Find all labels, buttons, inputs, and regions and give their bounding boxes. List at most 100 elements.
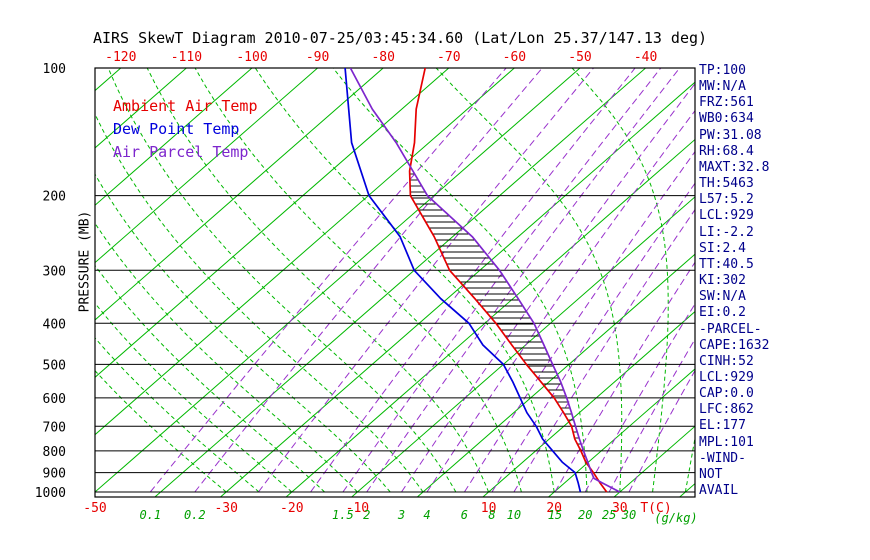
mixing-ratio-line [194,68,543,493]
pressure-tick-label: 200 [43,190,66,205]
isotherm-line [220,81,695,497]
top-temp-tick-label: -40 [634,50,657,65]
isotherm-line [95,68,581,493]
moist-adiabat-line [95,173,391,493]
mixing-ratio-line [426,109,695,493]
mixing-ratio-tick-label: 4 [423,508,430,522]
moist-adiabat-line [684,435,695,493]
isotherm-line [95,68,384,321]
pressure-tick-label: 500 [43,358,66,373]
mixing-unit-label: (g/kg) [654,511,697,525]
pressure-tick-label: 600 [43,392,66,407]
mixing-ratio-line [628,369,695,493]
moist-adiabat-line [95,112,424,493]
panel-metric: FRZ:561 [699,95,754,111]
moist-adiabat-line [435,68,623,493]
panel-metric: TH:5463 [699,176,754,192]
mixing-ratio-line [401,82,695,493]
isotherm-line [154,68,646,497]
moist-adiabat-line [254,68,555,493]
panel-metric: LCL:929 [699,208,754,224]
panel-metric: SI:2.4 [699,240,746,256]
panel-metric: LCL:929 [699,369,754,385]
panel-metric: -WIND- [699,450,746,466]
bottom-temp-tick-label: -50 [83,501,106,516]
moist-adiabat-line [571,68,669,493]
isotherm-line [351,196,695,497]
panel-metric: EI:0.2 [699,305,746,321]
legend-ambient-air-temp: Ambient Air Temp [113,97,258,115]
mixing-ratio-tick-label: 0.1 [139,508,161,522]
panel-metric: MPL:101 [699,434,754,450]
mixing-ratio-line [491,182,695,493]
pressure-tick-label: 100 [43,62,66,77]
top-temp-tick-label: -70 [437,50,460,65]
panel-metric: TP:100 [699,63,746,78]
isotherm-line [95,68,515,436]
isotherm-line [95,68,318,264]
mixing-ratio-line [463,150,695,493]
pressure-axis-label: PRESSURE (MB) [77,210,93,313]
mixing-ratio-line [584,302,695,493]
legend-dew-point-temp: Dew Point Temp [113,120,240,138]
panel-metric: NOT [699,466,723,482]
bottom-temp-tick-label: -20 [280,501,303,516]
plot-frame [94,67,696,498]
ambient-air-temp-curve [408,68,608,493]
pressure-tick-label: 400 [43,317,66,332]
pressure-tick-label: 1000 [35,486,66,501]
panel-metric: L57:5.2 [699,192,754,208]
isotherm-line [482,310,695,497]
dew-point-temp-curve [344,68,582,493]
pressure-tick-label: 700 [43,420,66,435]
top-temp-tick-label: -90 [306,50,329,65]
panel-metric: CAP:0.0 [699,386,754,402]
panel-metric: CAPE:1632 [699,337,770,353]
isotherm-line [416,253,695,497]
panel-metric: KI:302 [699,273,746,289]
mixing-ratio-line [608,338,695,493]
mixing-ratio-tick-label: 25 [602,508,616,522]
panel-metric: TT:40.5 [699,256,754,272]
bottom-temp-tick-label: 20 [546,501,562,516]
moist-adiabat-line [95,302,293,493]
mixing-ratio-tick-label: 0.2 [184,508,206,522]
mixing-ratio-tick-label: 2 [363,508,370,522]
indices-panel: TP:100 MW:N/A FRZ:561 WB0:634 PW:31.08 RH:68.… [699,63,869,499]
bottom-temp-tick-label: -30 [214,501,237,516]
panel-metric: MAXT:32.8 [699,159,770,175]
moist-adiabat-line [95,222,358,493]
mixing-ratio-line [258,68,594,493]
mixing-ratio-line [366,68,680,493]
panel-metric: MW:N/A [699,79,746,95]
bottom-temp-tick-label: 30 [612,501,628,516]
temp-unit-label: T(C) [640,501,671,516]
mixing-ratio-tick-label: 6 [461,508,468,522]
mixing-ratio-line [513,208,695,493]
bottom-temp-tick-label: 10 [481,501,497,516]
mixing-ratio-tick-label: 15 [548,508,562,522]
panel-metric: LI:-2.2 [699,224,754,240]
isotherm-line [95,68,253,206]
air-parcel-temp-curve [349,68,621,493]
top-temp-tick-label: -120 [105,50,136,65]
moist-adiabat-line [95,264,325,493]
panel-metric: LFC:862 [699,402,754,418]
pressure-tick-label: 300 [43,264,66,279]
isotherm-line [548,368,695,497]
top-temp-tick-label: -80 [371,50,394,65]
top-temp-tick-label: -110 [171,50,202,65]
panel-metric: RH:68.4 [699,143,754,159]
top-temp-tick-label: -100 [236,50,267,65]
panel-metric: -PARCEL- [699,321,762,337]
mixing-ratio-line [342,68,662,493]
mixing-ratio-tick-label: 30 [621,508,636,522]
mixing-ratio-tick-label: 3 [397,508,405,522]
panel-metric: SW:N/A [699,289,746,305]
isotherm-line [95,68,187,149]
panel-metric: AVAIL [699,483,739,499]
mixing-ratio-line [149,68,507,493]
legend-air-parcel-temp: Air Parcel Temp [113,143,249,161]
mixing-ratio-line [554,261,695,493]
